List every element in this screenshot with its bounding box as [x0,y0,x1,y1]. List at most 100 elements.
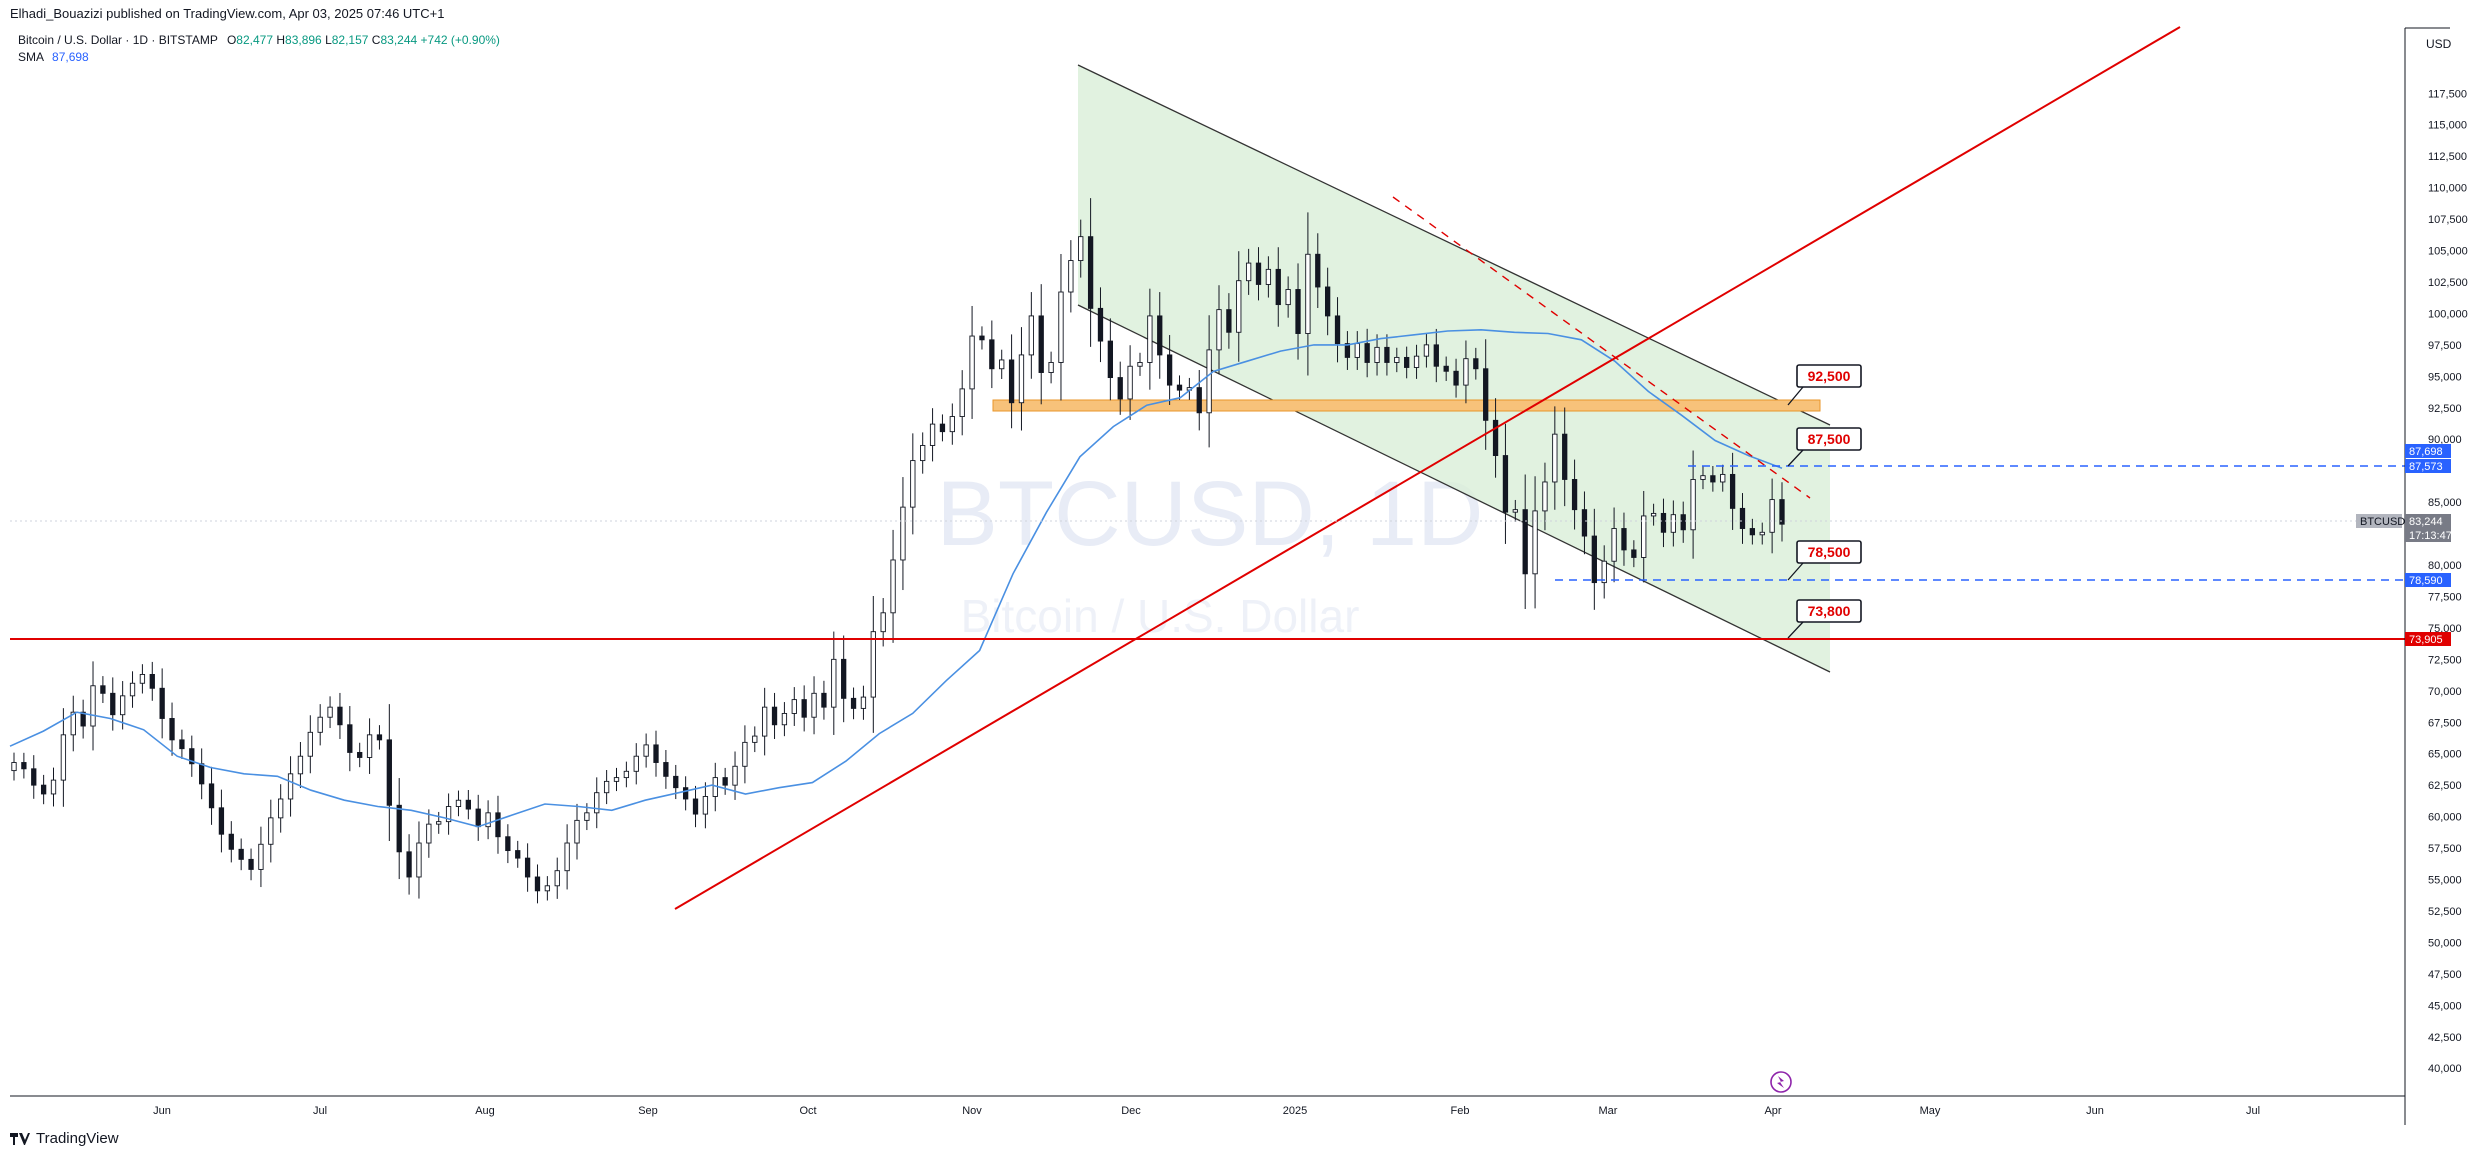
candle-body [1611,528,1617,562]
candle-body [357,751,363,758]
candle-body [60,734,67,781]
watermark-name: Bitcoin / U.S. Dollar [961,590,1360,642]
footer-brand[interactable]: TradingView [10,1130,119,1147]
price-tick-label: 45,000 [2428,1000,2462,1012]
axis-badge [2405,573,2451,587]
price-tick-label: 47,500 [2428,969,2462,981]
candle-body [1690,479,1696,531]
candle-body [524,857,531,878]
price-tick-label: 97,500 [2428,340,2462,352]
price-annotations[interactable]: 92,500 87,500 78,500 73,800 [1787,364,1862,639]
candle-body [999,359,1005,370]
candle-body [1018,354,1025,404]
candle-body [1078,236,1084,262]
candle-body [594,792,600,814]
annotation-label: 73,800 [1808,603,1851,619]
candle-body [406,851,412,878]
candle-body [900,506,906,561]
axis-badge [2356,514,2402,528]
candle-body [1423,344,1430,357]
channel-lower-line[interactable] [1077,304,1831,673]
candle-body [1206,349,1212,414]
resistance-zone[interactable] [992,399,1821,412]
candle-body [1334,315,1341,345]
candle-body [337,706,343,726]
candle-body [1562,433,1568,480]
candle-body [287,773,294,800]
time-tick-label: Nov [962,1105,982,1117]
ohlc-low-label: L [325,33,332,47]
candle-body [1769,499,1775,533]
candle-body [1394,356,1400,363]
candle-body [100,685,106,694]
symbol-legend[interactable]: Bitcoin / U.S. Dollar · 1D · BITSTAMP O8… [18,33,500,47]
candle-body [1779,499,1785,525]
candle-body [1660,512,1667,533]
candle-body [465,799,471,810]
axis-badge [2405,444,2451,458]
candle-body [1028,315,1034,356]
candle-body [1601,560,1607,584]
time-tick-label: Feb [1451,1105,1470,1117]
price-tick-label: 50,000 [2428,937,2462,949]
candle-body [959,388,965,418]
time-tick-label: Apr [1764,1105,1781,1117]
sma-line [9,328,1783,828]
time-tick-label: Oct [799,1105,816,1117]
candle-body [791,699,797,714]
candle-body [129,682,136,697]
annotation-pointer [1787,562,1804,581]
candle-body [860,696,867,709]
candle-body [1404,356,1410,368]
time-tick-label: Dec [1121,1105,1141,1117]
candle-body [1058,291,1064,363]
indicator-legend[interactable]: SMA 87,698 [18,50,89,64]
dashed-down-trendline[interactable] [1392,196,1811,499]
candle-body [1650,512,1657,517]
candle-body [1087,236,1094,309]
candle-body [159,687,165,719]
channel-upper-line[interactable] [1077,64,1831,426]
annotation-pointer [1787,386,1804,406]
candle-body [1374,346,1380,363]
candle-body [534,876,541,892]
axis-badge-label: 87,573 [2409,461,2443,473]
price-tick-label: 85,000 [2428,497,2462,509]
candle-body [1581,509,1588,537]
axis-badge-label: 87,698 [2409,446,2443,458]
candle-body [40,784,47,795]
ohlc-open: 82,477 [236,33,273,47]
candle-body [880,612,886,633]
annotation-pointer [1787,449,1804,467]
candle-body [1325,286,1331,317]
candle-body [771,706,778,726]
ohlc-open-label: O [226,33,237,47]
candle-body [1315,253,1321,288]
candle-body [1680,514,1686,531]
candle-body [692,798,699,815]
price-tick-label: 52,500 [2428,906,2462,918]
currency-label[interactable]: USD [2426,37,2452,51]
candle-body [801,699,807,718]
candle-body [199,763,205,785]
candle-body [1759,531,1765,536]
candle-body [1265,268,1272,285]
price-tick-label: 90,000 [2428,434,2462,446]
candle-body [238,848,244,860]
candle-body [1166,354,1173,386]
price-tick-label: 57,500 [2428,843,2462,855]
candle-body [1473,358,1479,370]
price-tick-label: 72,500 [2428,654,2462,666]
candle-body [1739,507,1746,529]
candle-body [208,783,215,809]
candle-body [416,842,422,878]
candle-body [1512,509,1518,513]
rising-trendline[interactable] [674,26,2181,910]
candle-body [139,673,146,684]
candle-body [1364,343,1370,363]
price-tick-label: 67,500 [2428,717,2462,729]
candle-body [317,716,323,733]
event-icon[interactable] [1770,1071,1792,1093]
candle-body [485,812,491,828]
